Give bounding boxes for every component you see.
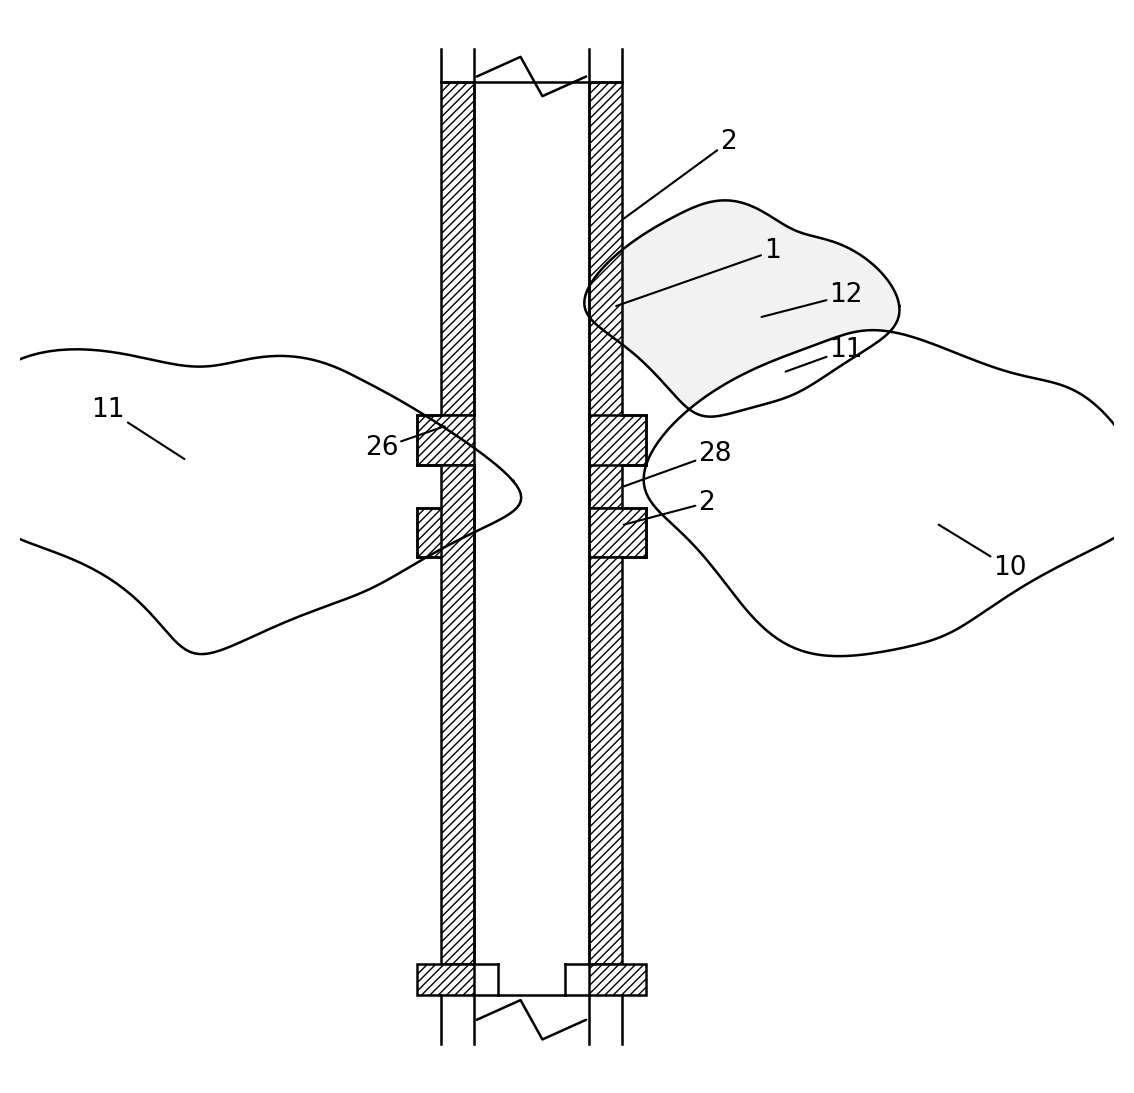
Bar (589, 557, 621, 964)
Bar (589, 415, 645, 465)
Bar (417, 964, 474, 995)
Text: 11: 11 (786, 337, 863, 372)
Bar (589, 82, 621, 508)
Bar (589, 508, 645, 557)
Text: 26: 26 (365, 426, 445, 461)
Polygon shape (584, 200, 899, 416)
Text: 28: 28 (624, 440, 731, 486)
Text: 11: 11 (92, 397, 185, 459)
Text: 2: 2 (624, 129, 737, 219)
Bar (589, 964, 645, 995)
Bar (441, 82, 474, 415)
Text: 1: 1 (616, 238, 780, 306)
Text: 10: 10 (939, 525, 1026, 581)
Text: 2: 2 (624, 490, 714, 525)
Polygon shape (644, 330, 1134, 656)
Bar (441, 465, 474, 964)
Polygon shape (0, 350, 522, 654)
Text: 12: 12 (762, 282, 863, 317)
Bar (417, 415, 474, 465)
Bar (417, 508, 474, 557)
